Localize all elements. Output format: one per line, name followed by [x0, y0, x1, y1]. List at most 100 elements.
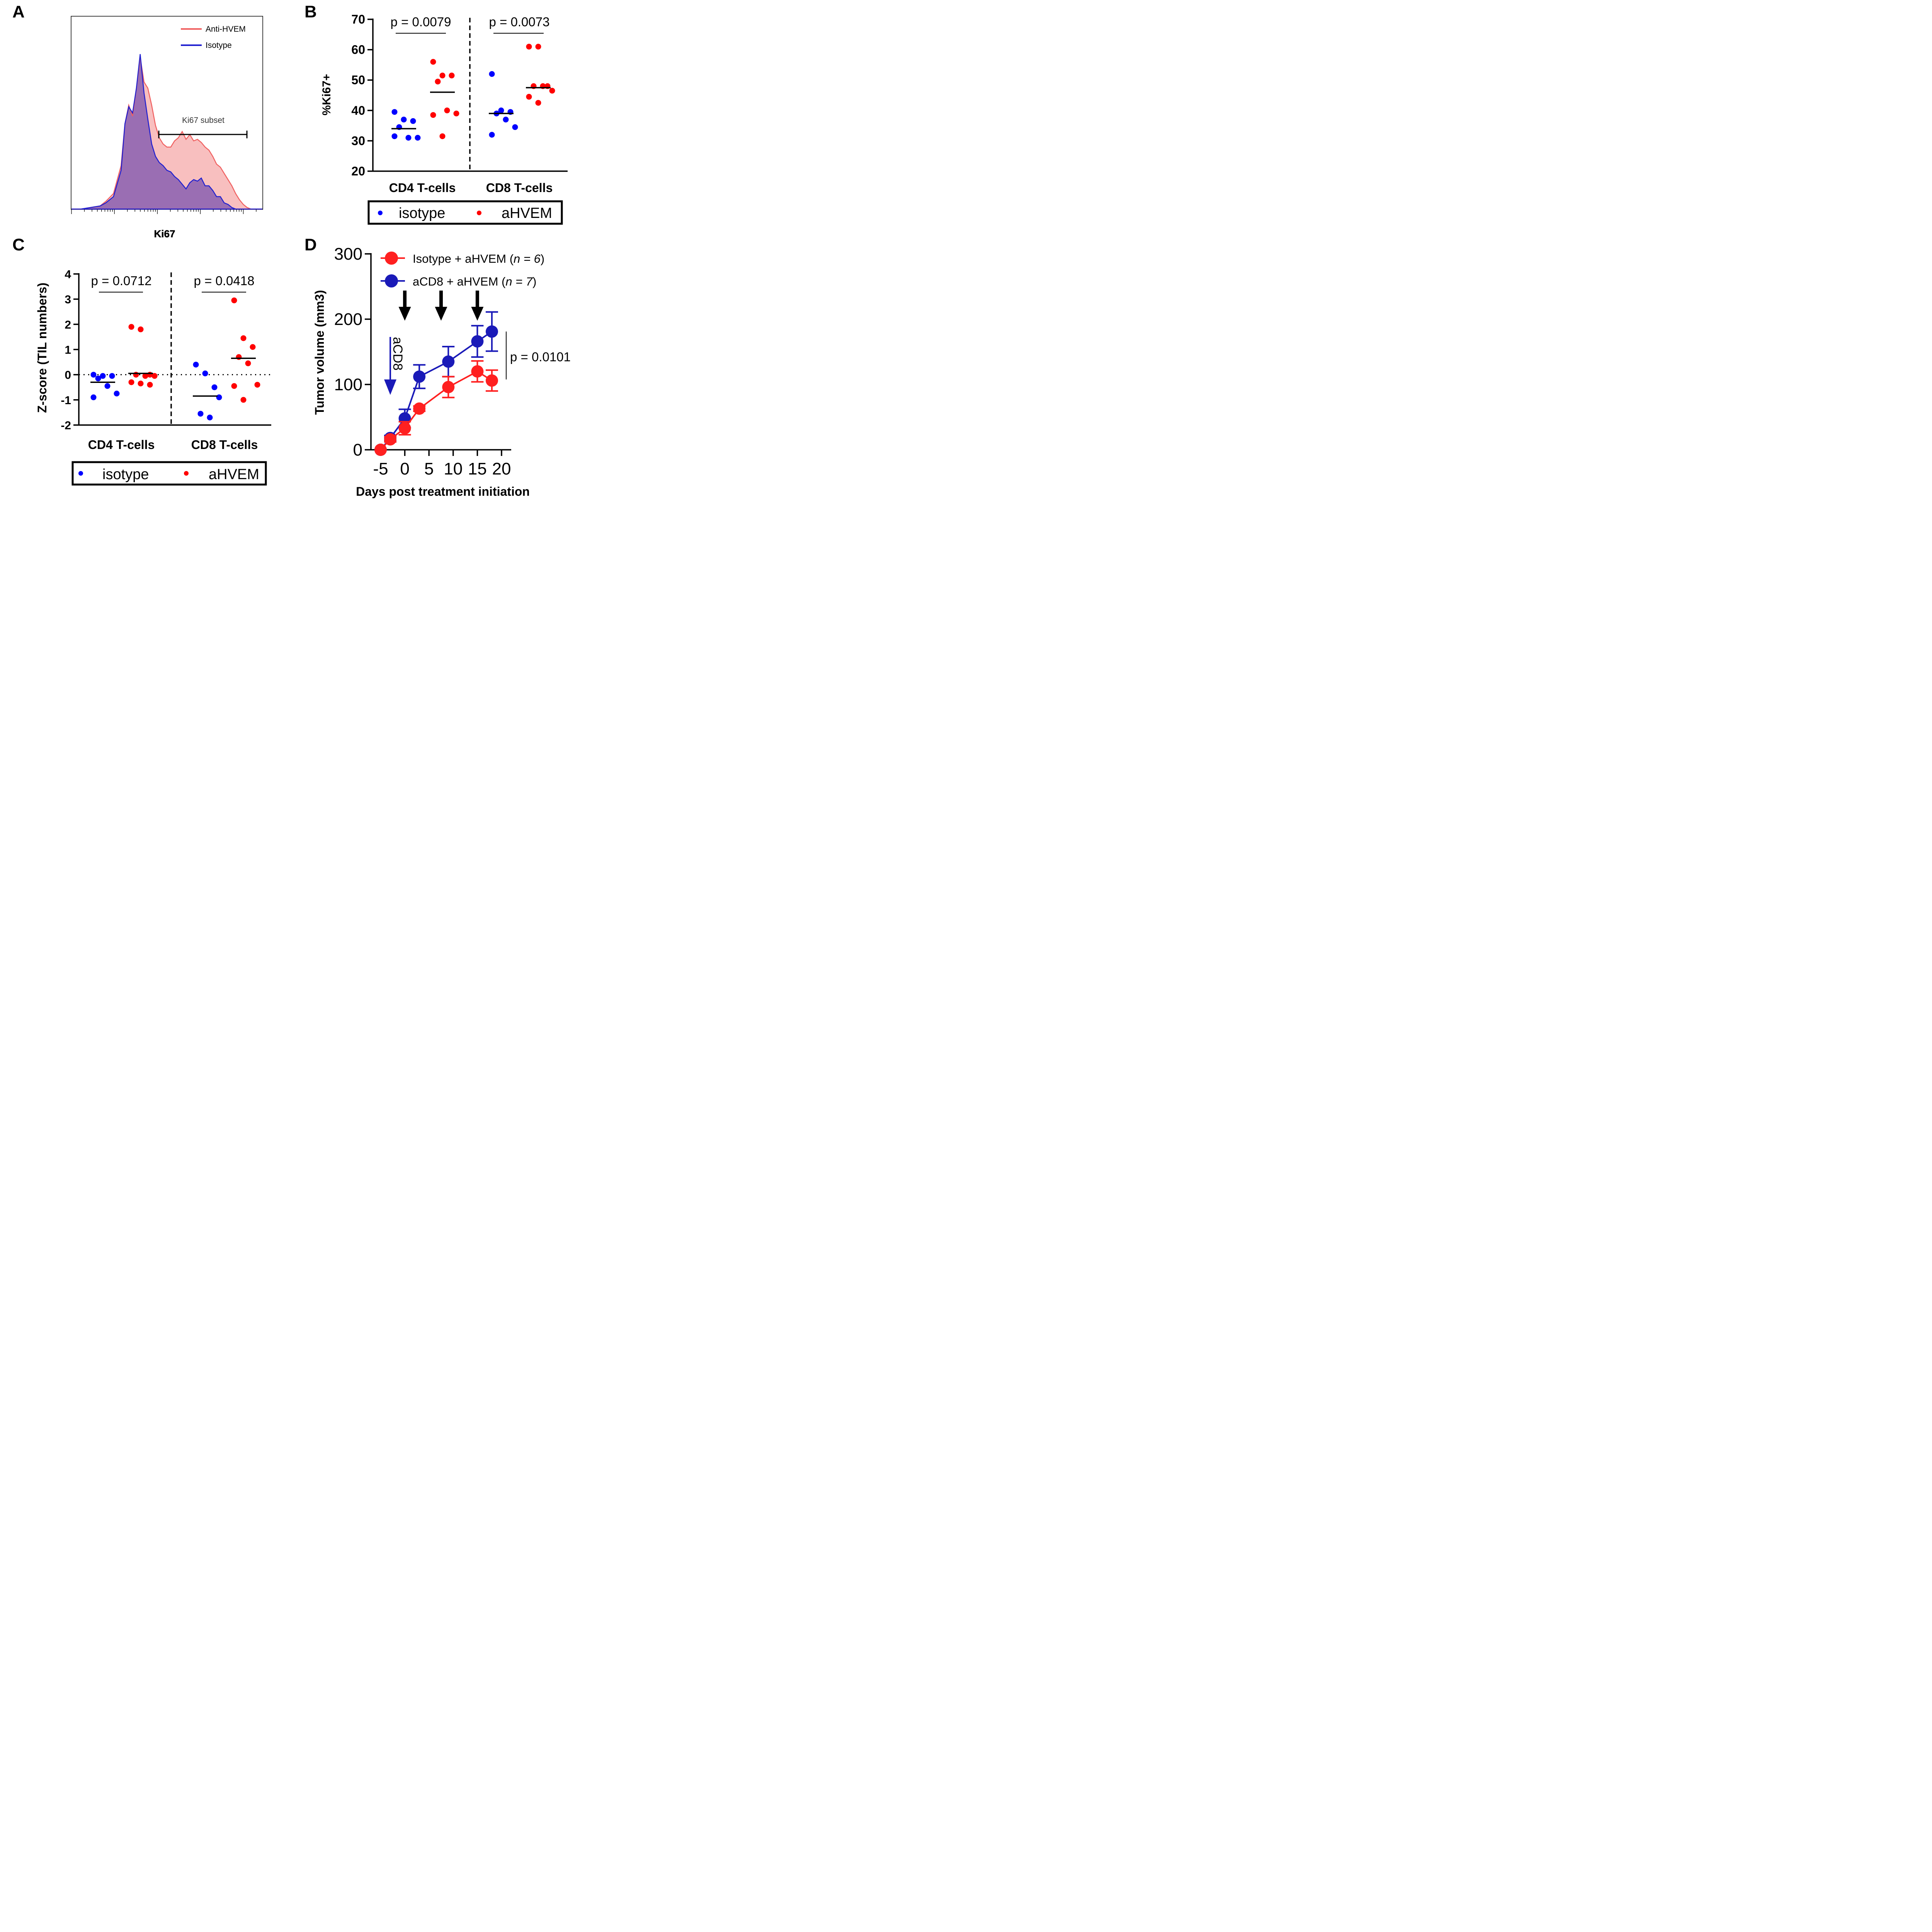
data-point-aHVEM — [439, 133, 446, 139]
panel-d-data-point — [374, 444, 387, 456]
panel-d-series — [374, 311, 498, 456]
panel-d-legend-marker-acd8 — [385, 274, 398, 287]
panel-b-legend-ahvem: aHVEM — [502, 205, 552, 221]
panel-d-data-point — [471, 335, 484, 348]
data-point-aHVEM — [138, 381, 144, 386]
panel-c-y-axis-label: Z-score (TIL numbers) — [35, 282, 49, 413]
panel-d-legend-acd8: aCD8 + aHVEM (n = 7) — [413, 275, 536, 288]
data-point-isotype — [95, 375, 101, 381]
panel-letter-d: D — [304, 235, 317, 254]
legend-label-isotype: Isotype — [206, 41, 232, 50]
panel-d-pvalue: p = 0.0101 — [510, 350, 571, 364]
data-point-isotype — [197, 411, 204, 417]
panel-d-legend-isotype-name: Isotype + aHVEM — [413, 252, 506, 265]
panel-d-y-axis-label: Tumor volume (mm3) — [313, 290, 327, 415]
panel-d-x-tick-label: 15 — [468, 459, 487, 478]
data-point-aHVEM — [245, 360, 251, 366]
y-tick-label: 50 — [351, 73, 365, 87]
panel-d-legend-isotype-n: n = 6 — [514, 252, 541, 265]
data-point-isotype — [512, 124, 518, 130]
panel-b-y-axis-label: %Ki67+ — [320, 74, 333, 116]
panel-b-legend-marker-ahvem — [477, 211, 481, 215]
y-tick-label: 1 — [65, 344, 71, 357]
panel-d-treatment-arrow-head — [435, 307, 447, 321]
panel-letter-b: B — [304, 2, 317, 21]
data-point-aHVEM — [250, 344, 256, 350]
panel-d-legend-acd8-close: ) — [532, 275, 536, 288]
data-point-aHVEM — [231, 297, 237, 303]
data-point-aHVEM — [449, 72, 455, 78]
histogram-line-isotype — [71, 54, 262, 210]
panel-d-acd8-label: aCD8 — [390, 337, 405, 371]
panel-c-points — [90, 297, 260, 420]
histogram-x-ticks — [71, 209, 257, 214]
panel-d-data-point — [442, 355, 455, 368]
data-point-aHVEM — [151, 373, 158, 379]
data-point-aHVEM — [147, 382, 153, 388]
panel-c-legend-marker-ahvem — [184, 471, 189, 476]
panel-d-legend-acd8-name: aCD8 + aHVEM — [413, 275, 498, 288]
y-tick-label: 60 — [351, 43, 365, 57]
panel-b-ki67-scatter: 20 30 40 50 60 70 %Ki67+ CD4 T-cells CD8 T-ce… — [320, 12, 568, 225]
panel-d-x-axis-label: Days post treatment initiation — [356, 485, 530, 498]
panel-d-y-tick-label: 100 — [334, 375, 362, 394]
panel-b-legend-box — [367, 200, 563, 225]
panel-b-category-cd8: CD8 T-cells — [486, 181, 553, 195]
data-point-aHVEM — [240, 335, 247, 341]
panel-d-data-point — [413, 370, 426, 383]
panel-b-pvalue-cd4: p = 0.0079 — [391, 15, 451, 29]
figure: A B C D Anti-HVEM Isotype Ki67 subset Ki… — [12, 2, 571, 498]
panel-d-y-tick-label: 300 — [334, 245, 362, 264]
panel-c-zscore-scatter: -2 -1 0 1 2 3 4 Z-score (TIL numbers) CD4 T-ce… — [35, 268, 271, 486]
y-tick-label: 0 — [65, 369, 71, 382]
y-tick-label: 40 — [351, 104, 365, 117]
data-point-isotype — [193, 362, 199, 368]
data-point-isotype — [489, 132, 495, 138]
data-point-aHVEM — [142, 373, 148, 379]
panel-d-acd8-arrow-head — [384, 379, 397, 395]
data-point-isotype — [104, 383, 111, 389]
data-point-aHVEM — [240, 397, 247, 403]
panel-letter-a: A — [12, 2, 25, 21]
data-point-aHVEM — [133, 372, 139, 378]
panel-d-treatment-arrow-head — [471, 307, 484, 321]
data-point-isotype — [207, 415, 213, 420]
data-point-isotype — [503, 116, 509, 122]
panel-d-x-tick-label: 0 — [400, 459, 409, 478]
gate-label: Ki67 subset — [182, 116, 224, 125]
panel-c-legend-box — [71, 461, 267, 486]
panel-d-x-tick-label: -5 — [373, 459, 388, 478]
panel-d-legend-isotype-open: ( — [506, 252, 514, 265]
panel-c-legend-marker-isotype — [78, 471, 83, 476]
data-point-aHVEM — [254, 382, 260, 388]
panel-d-legend-marker-isotype — [385, 252, 398, 265]
data-point-aHVEM — [444, 107, 450, 114]
panel-d-data-point — [442, 381, 455, 393]
data-point-isotype — [100, 373, 106, 379]
data-point-isotype — [391, 133, 398, 139]
y-tick-label: 2 — [65, 318, 71, 331]
data-point-aHVEM — [231, 383, 237, 389]
data-point-aHVEM — [526, 94, 532, 100]
panel-d-series-line-0 — [380, 370, 493, 451]
data-point-aHVEM — [439, 72, 446, 78]
panel-b-points — [391, 44, 555, 141]
data-point-aHVEM — [526, 44, 532, 50]
legend-label-anti-hvem: Anti-HVEM — [206, 25, 246, 34]
data-point-aHVEM — [435, 78, 441, 85]
data-point-aHVEM — [128, 324, 134, 330]
data-point-aHVEM — [430, 112, 436, 118]
y-tick-label: 3 — [65, 293, 71, 306]
panel-d-x-tick-label: 5 — [424, 459, 434, 478]
y-tick-label: -2 — [61, 419, 71, 432]
panel-d-y-tick-label: 200 — [334, 310, 362, 329]
panel-letter-c: C — [12, 235, 25, 254]
histogram-fill-isotype — [71, 54, 262, 209]
panel-b-axes: 20 30 40 50 60 70 — [351, 12, 568, 178]
data-point-isotype — [114, 391, 120, 396]
data-point-isotype — [211, 384, 218, 390]
panel-b-legend-marker-isotype — [378, 211, 383, 215]
panel-d-x-tick-label: 10 — [444, 459, 463, 478]
panel-c-category-cd8: CD8 T-cells — [191, 438, 258, 452]
